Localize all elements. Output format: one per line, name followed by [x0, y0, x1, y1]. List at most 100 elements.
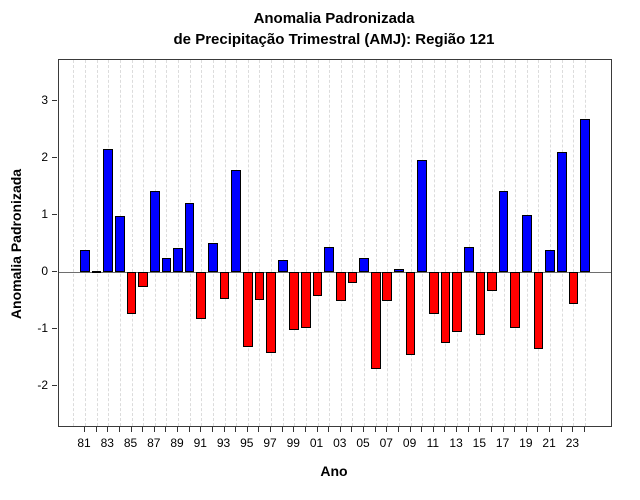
- x-tick-label: 07: [379, 436, 393, 450]
- gridline: [457, 60, 459, 426]
- x-tick-label: 95: [240, 436, 254, 450]
- x-tick-mark: [549, 427, 551, 432]
- gridline: [247, 60, 249, 426]
- gridline: [329, 60, 331, 426]
- x-tick-label: 99: [286, 436, 300, 450]
- gridline: [573, 60, 575, 426]
- x-tick-label: 91: [193, 436, 207, 450]
- bar: [347, 271, 358, 284]
- gridline: [491, 60, 493, 426]
- gridline: [85, 60, 86, 426]
- bar: [149, 191, 160, 272]
- x-tick-label: 11: [426, 436, 440, 450]
- bar: [370, 271, 381, 369]
- x-tick-mark: [490, 427, 492, 432]
- chart-title-line1: Anomalia Padronizada: [253, 10, 415, 27]
- gridline: [433, 60, 435, 426]
- bar: [452, 271, 462, 332]
- x-axis-title: Ano: [320, 463, 348, 479]
- gridline: [387, 60, 389, 426]
- x-tick-label: 81: [77, 436, 91, 450]
- x-tick-mark: [374, 427, 376, 432]
- bar: [522, 214, 532, 272]
- gridline: [375, 60, 377, 426]
- gridline: [201, 60, 203, 426]
- x-tick-label: 83: [100, 436, 114, 450]
- x-tick-label: 01: [309, 436, 324, 450]
- gridline: [271, 60, 273, 426]
- x-tick-mark: [223, 427, 225, 432]
- bar: [277, 259, 288, 272]
- bar: [126, 271, 137, 315]
- x-tick-mark: [502, 427, 504, 432]
- gridline: [178, 60, 180, 426]
- bar: [242, 271, 253, 347]
- bar: [91, 270, 102, 273]
- x-tick-mark: [572, 427, 574, 432]
- gridline: [468, 60, 470, 426]
- bar: [580, 118, 590, 272]
- bar: [196, 271, 207, 319]
- x-tick-mark: [95, 427, 97, 432]
- x-tick-mark: [165, 427, 167, 432]
- x-tick-label: 89: [170, 436, 184, 450]
- x-tick-mark: [235, 427, 237, 432]
- y-tick-label: 1: [41, 206, 48, 221]
- bar: [394, 268, 404, 272]
- bar: [289, 271, 300, 331]
- gridline: [224, 60, 226, 426]
- x-tick-mark: [479, 427, 481, 432]
- bar: [208, 243, 218, 272]
- y-tick-mark: [52, 99, 57, 101]
- x-tick-mark: [363, 427, 365, 432]
- bar: [80, 250, 90, 272]
- x-tick-mark: [514, 427, 516, 432]
- bar: [475, 271, 486, 336]
- x-tick-mark: [130, 427, 132, 432]
- x-tick-mark: [107, 427, 109, 432]
- gridline: [317, 60, 319, 426]
- gridline: [259, 60, 261, 426]
- x-tick-mark: [84, 427, 85, 432]
- bar: [568, 271, 579, 305]
- gridline: [352, 60, 354, 426]
- x-tick-mark: [246, 427, 248, 432]
- x-tick-mark: [537, 427, 539, 432]
- y-tick-mark: [52, 213, 57, 215]
- x-tick-mark: [339, 427, 341, 432]
- x-tick-label: 09: [402, 436, 417, 450]
- bar: [440, 271, 451, 344]
- bar: [545, 250, 555, 272]
- x-tick-mark: [444, 427, 446, 432]
- x-tick-mark: [200, 427, 202, 432]
- x-tick-mark: [188, 427, 190, 432]
- gridline: [73, 60, 75, 426]
- bar: [115, 215, 125, 272]
- gridline: [538, 60, 540, 426]
- gridline: [131, 60, 133, 426]
- bar: [161, 257, 172, 272]
- gridline: [398, 60, 400, 426]
- x-tick-label: 87: [147, 436, 161, 450]
- x-tick-label: 05: [356, 436, 370, 450]
- x-tick-label: 23: [565, 436, 580, 450]
- x-tick-mark: [281, 427, 283, 432]
- bar: [219, 271, 230, 300]
- bar: [173, 247, 183, 272]
- bar: [498, 191, 509, 272]
- y-tick-mark: [52, 156, 57, 158]
- bar: [335, 271, 346, 301]
- x-tick-mark: [467, 427, 469, 432]
- bar: [266, 271, 276, 353]
- y-tick-label: 0: [41, 263, 48, 278]
- gridline: [212, 60, 214, 426]
- gridline: [550, 60, 552, 426]
- bar: [254, 271, 265, 300]
- x-tick-mark: [560, 427, 562, 432]
- x-tick-mark: [456, 427, 458, 432]
- gridline: [515, 60, 517, 426]
- y-axis-title: Anomalia Padronizada: [8, 168, 24, 320]
- bar: [184, 203, 195, 272]
- x-tick-mark: [177, 427, 179, 432]
- x-tick-label: 13: [449, 436, 463, 450]
